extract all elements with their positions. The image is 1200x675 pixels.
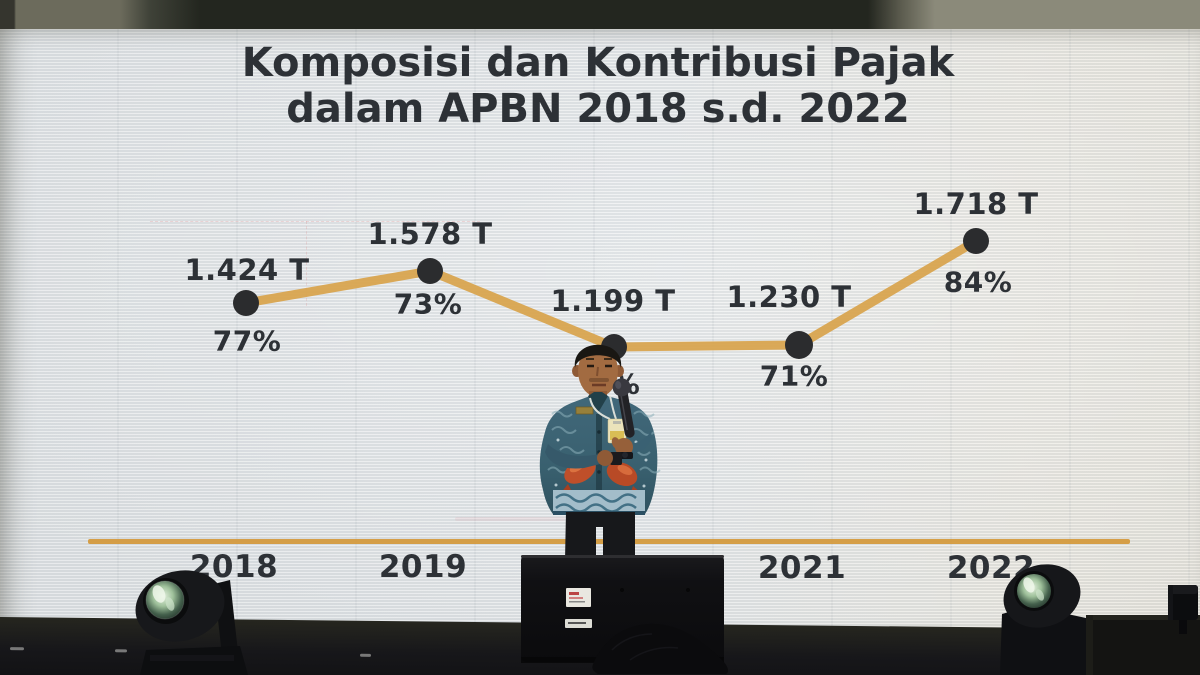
mustache [589,378,609,382]
led-scanline-texture [0,29,1200,633]
data-point-2021 [785,331,813,359]
sleeve-left [545,444,600,469]
data-point-2018 [233,290,259,316]
presenter-clicker [610,452,622,465]
led-videowall [0,29,1200,633]
x-label-2021: 2021 [757,550,847,586]
value-label-2022: 1.718 T [913,187,1039,221]
light-lens [1017,574,1051,608]
watch-face [622,452,628,458]
hand-with-clicker [597,450,613,466]
wave-band [553,490,645,515]
value-label-2020: 1.199 T [550,284,676,318]
small-stage-fixture [1168,585,1198,634]
batik-pattern [547,410,661,474]
trousers [565,512,635,560]
moving-head-light-right [1000,564,1086,675]
value-label-2018: 1.424 T [184,253,310,287]
black-drape [592,623,729,674]
value-label-2019: 1.578 T [367,217,493,251]
id-lanyard [589,395,627,444]
microphone [612,378,635,438]
data-point-2022 [963,228,989,254]
slide-title-line2: dalam APBN 2018 s.d. 2022 [286,86,910,132]
slide-title: Komposisi dan Kontribusi Pajak dalam APB… [0,40,1196,132]
led-artifact-smudge [455,517,565,521]
nose [596,366,599,377]
percent-label-2019: 73% [393,287,463,321]
shirt-collar [588,392,608,413]
thumb [611,437,621,449]
percent-label-2018: 77% [212,324,282,358]
slide-title-line1: Komposisi dan Kontribusi Pajak [241,40,955,86]
x-label-2019: 2019 [378,549,468,585]
presenter [539,344,661,560]
data-point-2019 [417,258,443,284]
name-tag [575,406,594,415]
led-artifact-line [150,221,480,222]
sleeve-right [632,431,652,454]
value-label-2021: 1.230 T [726,280,852,314]
led-artifact-line [306,221,307,306]
hair [574,344,622,368]
percent-label-2021: 71% [759,359,829,393]
percent-label-2022: 84% [943,265,1013,299]
moving-head-light-left [135,570,248,675]
